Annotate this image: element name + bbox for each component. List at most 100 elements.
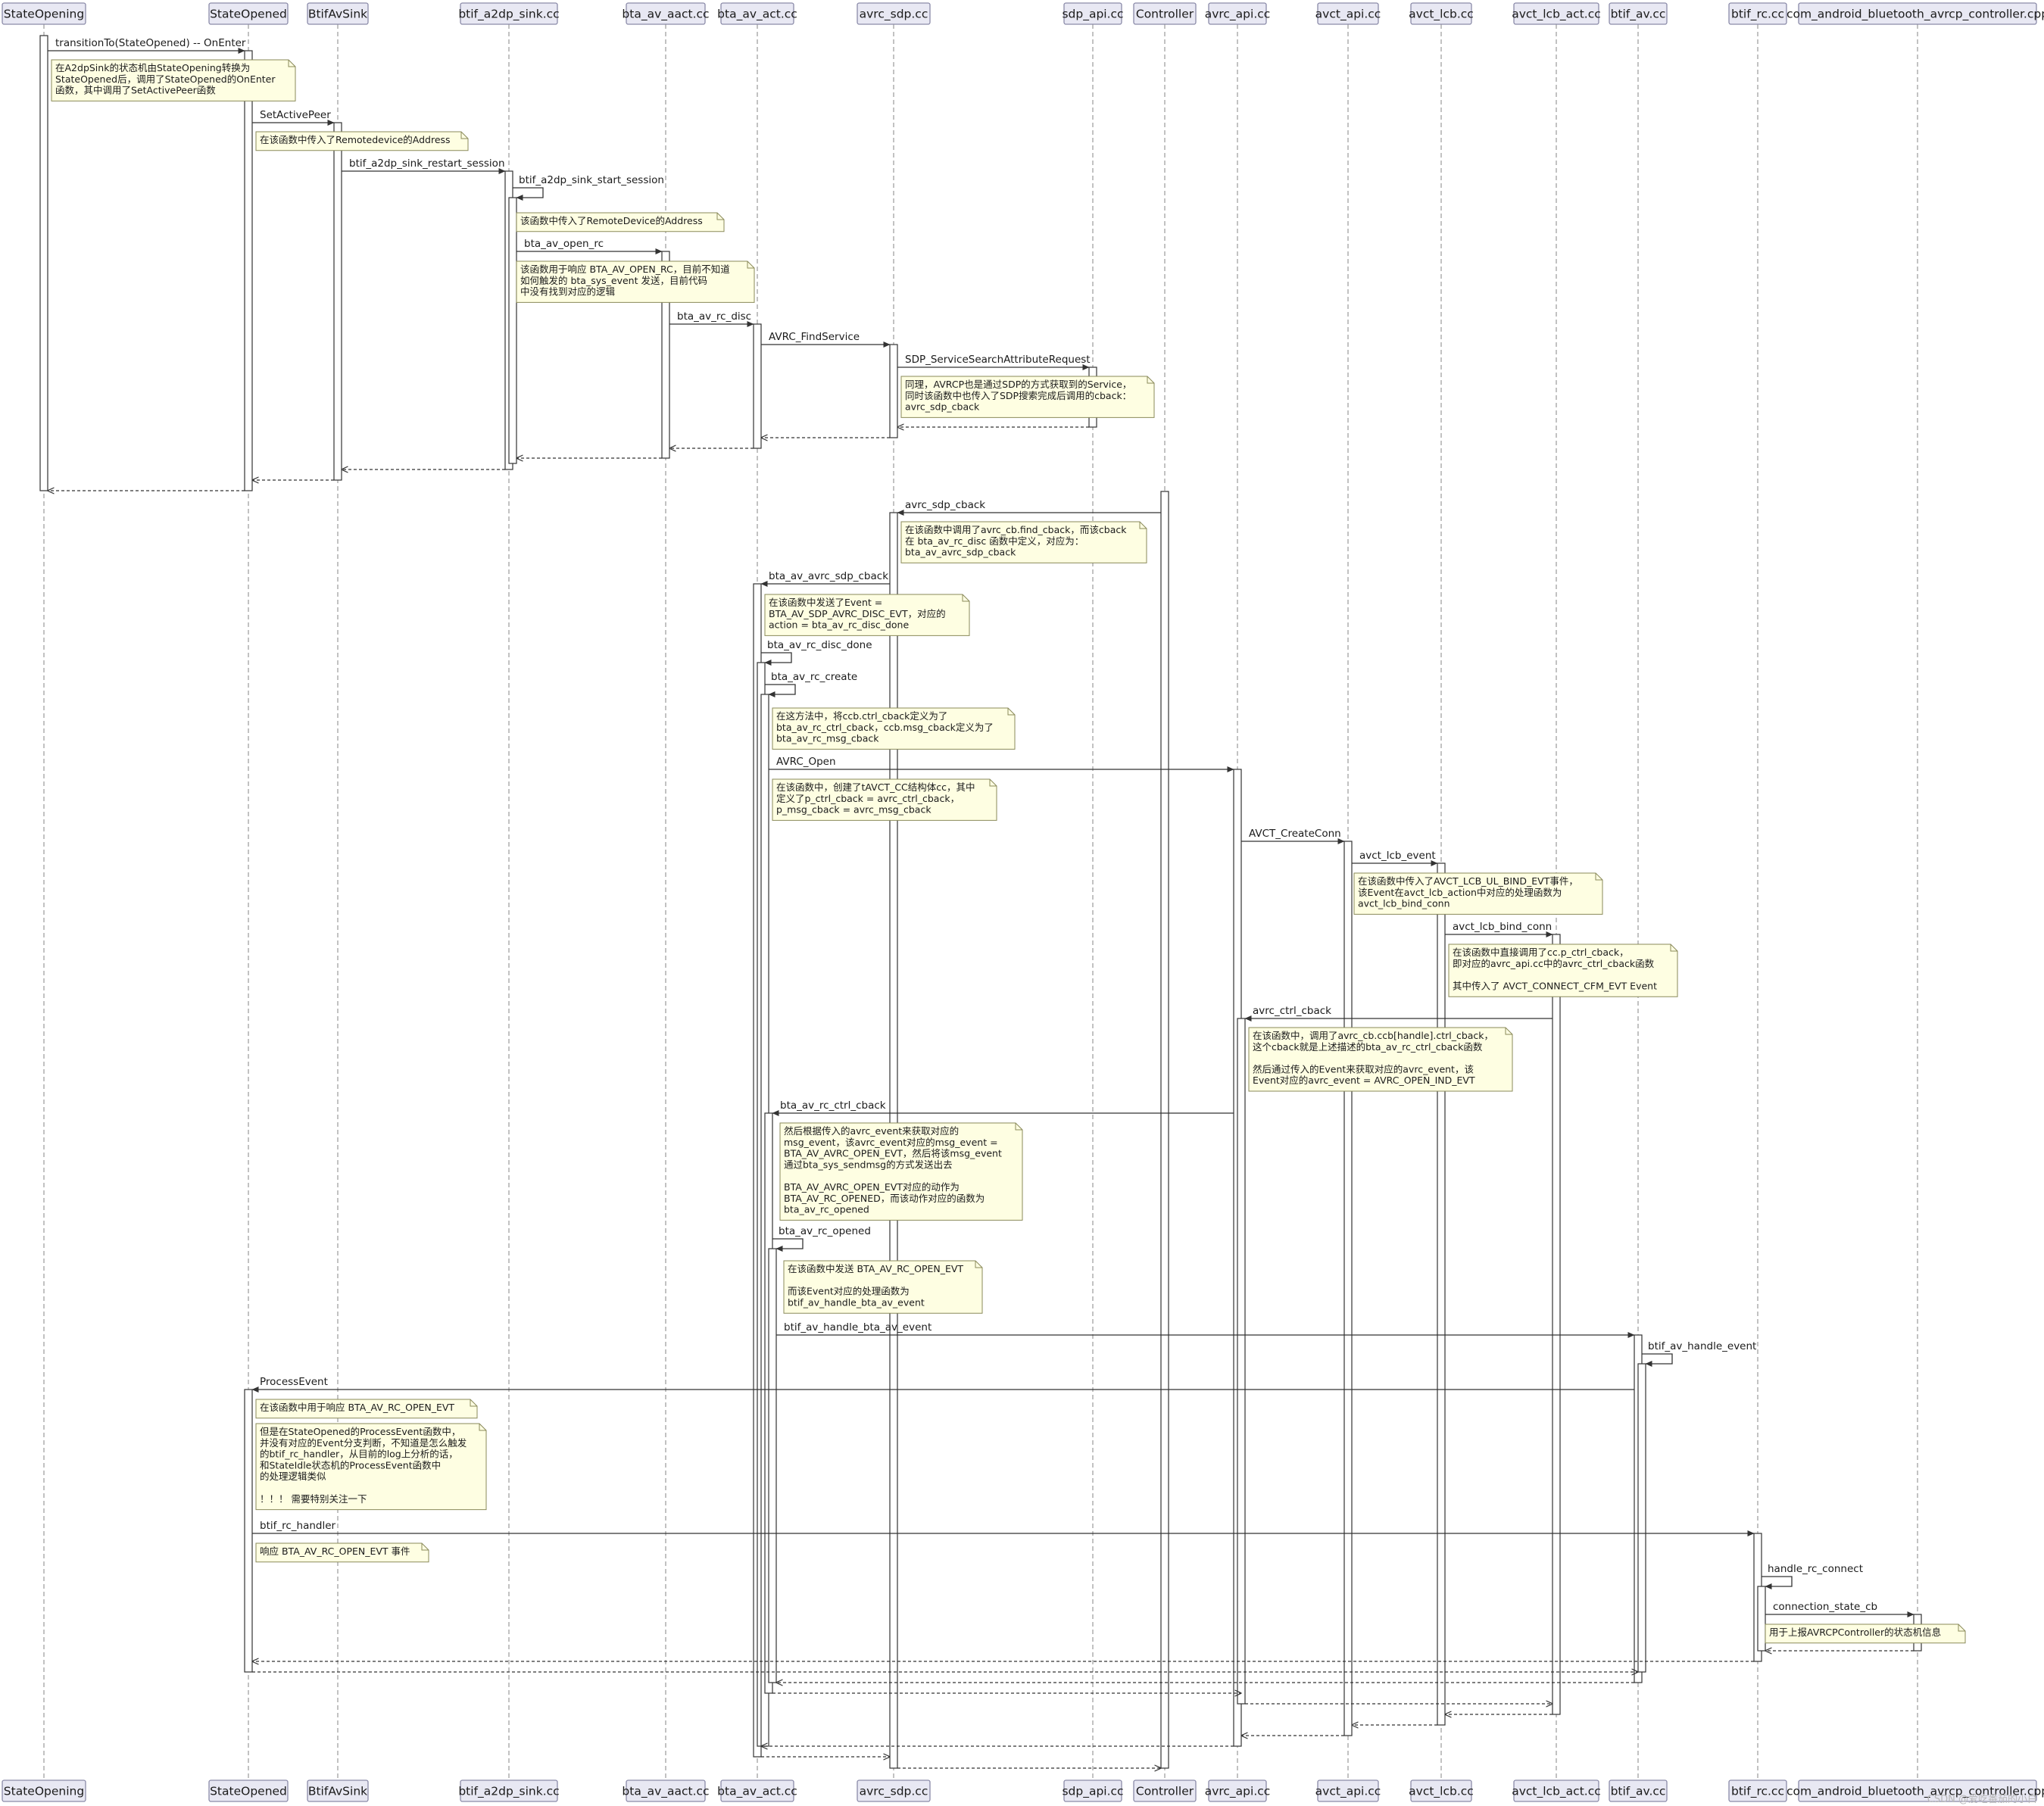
note-line: 的处理逻辑类似: [260, 1471, 326, 1482]
message-label: avct_lcb_bind_conn: [1453, 921, 1552, 933]
participant-bottom-p10: avct_api.cc: [1315, 1779, 1381, 1802]
note-line: 用于上报AVRCPController的状态机信息: [1769, 1627, 1941, 1638]
message-label: SDP_ServiceSearchAttributeRequest: [905, 354, 1091, 366]
participant-label: BtifAvSink: [308, 8, 367, 21]
participant-label: Controller: [1136, 1785, 1194, 1798]
participant-box: [1063, 2, 1122, 25]
message-m10: bta_av_avrc_sdp_cback: [760, 570, 890, 588]
note-line: 在该函数中，创建了tAVCT_CC结构体cc，其中: [776, 781, 975, 793]
participant-label: StateOpened: [210, 8, 287, 21]
participant-label: bta_av_act.cc: [717, 8, 797, 22]
participant-label: avrc_sdp.cc: [860, 8, 928, 22]
participant-label: avct_lcb.cc: [1409, 8, 1474, 22]
message-m16: avct_lcb_bind_conn: [1445, 921, 1553, 938]
note-line: 并没有对应的Event分支判断，不知道是怎么触发: [260, 1437, 467, 1449]
note-box: [51, 59, 296, 101]
self-message-arrow: [513, 187, 544, 201]
note-line: 该函数用于响应 BTA_AV_OPEN_RC，目前不知道: [520, 264, 730, 275]
participant-label: com_android_bluetooth_avrcp_controller.c…: [1787, 1785, 2044, 1799]
note-line: 响应 BTA_AV_RC_OPEN_EVT 事件: [260, 1546, 410, 1557]
participant-label: avrc_sdp.cc: [860, 1785, 928, 1799]
participant-box: [857, 2, 931, 25]
participant-bottom-p11: avct_lcb.cc: [1409, 1779, 1474, 1802]
message-label: avrc_sdp_cback: [905, 499, 985, 511]
message-label: avct_lcb_event: [1359, 850, 1436, 862]
message-m24: handle_rc_connect: [1762, 1563, 1863, 1590]
participant-top-p4: bta_av_aact.cc: [622, 2, 710, 25]
note-box: [516, 212, 725, 232]
self-message-arrow: [761, 652, 792, 666]
message-m15: avct_lcb_event: [1352, 850, 1438, 867]
participant-box: [1410, 2, 1472, 25]
message-m14: AVCT_CreateConn: [1241, 828, 1345, 845]
note-line: 同时该函数中也传入了SDP搜索完成后调用的cback：: [905, 390, 1131, 401]
note-box: [255, 1542, 429, 1563]
message-m13: AVRC_Open: [769, 756, 1234, 773]
note-line: 在该函数中调用了avrc_cb.find_cback，而该cback: [905, 524, 1127, 535]
note-line: btif_av_handle_bta_av_event: [788, 1296, 925, 1308]
note-line: avrc_sdp_cback: [905, 401, 980, 413]
note-fold: [421, 1543, 429, 1551]
participant-label: btif_rc.cc: [1731, 1785, 1784, 1799]
self-message-arrow: [772, 1238, 804, 1252]
participant-bottom-p15: com_android_bluetooth_avrcp_controller.c…: [1787, 1779, 2044, 1802]
note-n11: 在该函数中直接调用了cc.p_ctrl_cback，即对应的avrc_api.c…: [1448, 944, 1678, 997]
message-label: avrc_ctrl_cback: [1253, 1005, 1331, 1017]
note-line: 中没有找到对应的逻辑: [520, 286, 615, 298]
note-box: [1765, 1624, 1966, 1644]
note-line: BTA_AV_SDP_AVRC_DISC_EVT，对应的: [769, 608, 946, 619]
note-fold: [1139, 522, 1147, 529]
note-box: [1448, 944, 1678, 997]
note-n7: 在该函数中发送了Event =BTA_AV_SDP_AVRC_DISC_EVT，…: [764, 594, 970, 636]
note-box: [900, 376, 1155, 418]
note-box: [900, 521, 1147, 563]
message-m4: btif_a2dp_sink_start_session: [513, 174, 664, 201]
participant-label: bta_av_aact.cc: [622, 1785, 709, 1799]
message-label: btif_rc_handler: [260, 1520, 336, 1532]
message-m2: SetActivePeer: [252, 109, 335, 126]
message-label: ProcessEvent: [260, 1376, 328, 1388]
note-n16: 但是在StateOpened的ProcessEvent函数中，并没有对应的Eve…: [255, 1423, 487, 1511]
participant-box: [720, 1779, 794, 1802]
note-line: StateOpened后，调用了StateOpened的OnEnter: [55, 73, 276, 85]
note-line: 在A2dpSink的状态机由StateOpening转换为: [55, 62, 250, 73]
note-line: 然后通过传入的Event来获取对应的avrc_event，该: [1253, 1063, 1474, 1075]
note-line: bta_av_avrc_sdp_cback: [905, 547, 1016, 558]
participant-top-p12: avct_lcb_act.cc: [1512, 2, 1601, 25]
note-box: [1248, 1027, 1513, 1092]
note-line: 这个cback就是上述描述的bta_av_rc_ctrl_cback函数: [1253, 1041, 1483, 1053]
participant-box: [1208, 1779, 1267, 1802]
activation-bar-p1: [244, 50, 253, 491]
participant-label: bta_av_act.cc: [717, 1785, 797, 1799]
participant-label: avct_api.cc: [1315, 8, 1381, 22]
message-m7: AVRC_FindService: [761, 331, 891, 348]
message-m23: btif_rc_handler: [252, 1520, 1755, 1537]
participant-top-p9: avrc_api.cc: [1205, 2, 1271, 25]
note-line: 在该函数中发送 BTA_AV_RC_OPEN_EVT: [788, 1263, 963, 1274]
participant-label: avct_lcb_act.cc: [1512, 1785, 1601, 1799]
activation-bar-p0: [39, 35, 48, 491]
participant-label: com_android_bluetooth_avrcp_controller.c…: [1787, 8, 2044, 22]
participant-box: [1609, 1779, 1668, 1802]
note-box: [783, 1260, 983, 1314]
note-line: bta_av_rc_msg_cback: [776, 733, 879, 744]
message-label: AVRC_Open: [776, 756, 836, 768]
participant-label: avrc_api.cc: [1205, 8, 1271, 22]
activation-bar-p13: [1637, 1363, 1646, 1673]
note-box: [255, 1423, 487, 1511]
note-line: 在该函数中发送了Event =: [769, 597, 882, 608]
self-message-arrow: [1642, 1353, 1673, 1368]
participant-box: [857, 1779, 931, 1802]
activation-bar-p5: [768, 1248, 777, 1683]
note-fold: [989, 779, 997, 787]
activation-bar-p11: [1437, 862, 1446, 1726]
activation-bar-p14: [1757, 1586, 1766, 1652]
note-n9: 在该函数中，创建了tAVCT_CC结构体cc，其中定义了p_ctrl_cback…: [772, 778, 997, 821]
participant-top-p14: btif_rc.cc: [1728, 2, 1787, 25]
note-n3: 该函数中传入了RemoteDevice的Address: [516, 212, 725, 232]
message-label: transitionTo(StateOpened) -- OnEnter: [55, 37, 246, 49]
note-fold: [479, 1424, 486, 1431]
activation-bar-p8: [1160, 491, 1169, 1769]
